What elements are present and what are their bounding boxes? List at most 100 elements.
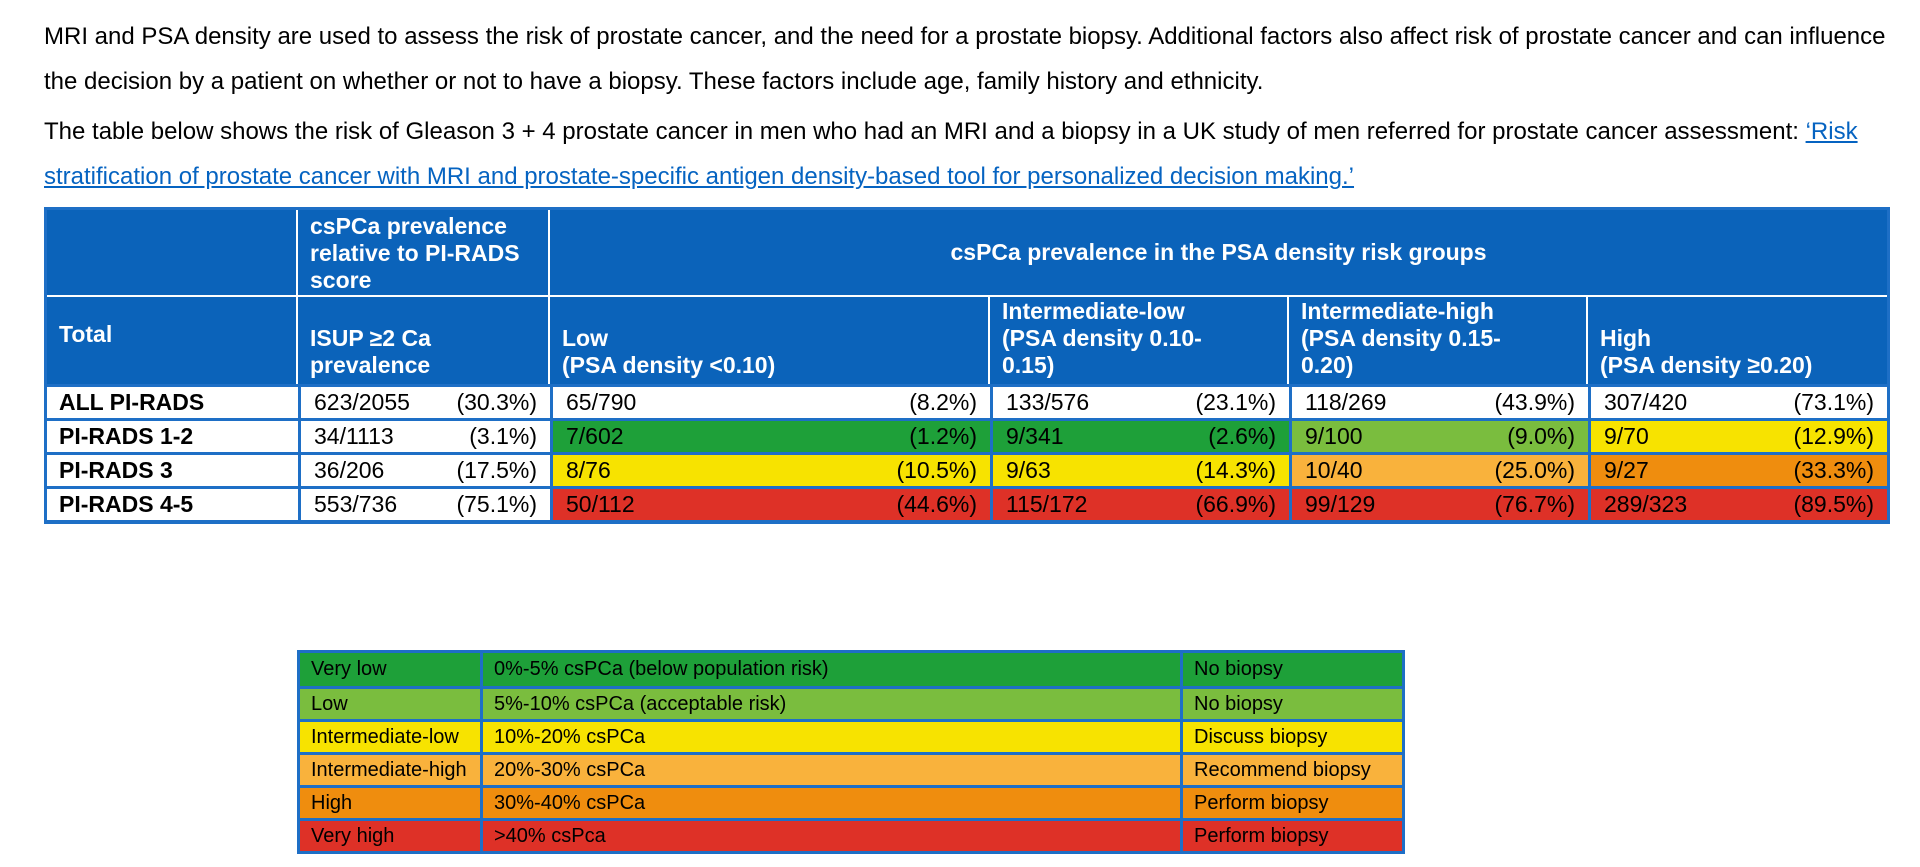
cell-fraction: 115/172	[1006, 491, 1088, 517]
cell-fraction: 7/602	[566, 423, 624, 449]
header-line: ISUP ≥2 Ca	[310, 325, 431, 351]
legend-row-very-low: Very low 0%-5% csPCa (below population r…	[300, 653, 1402, 686]
header-line: Intermediate-low	[1002, 298, 1185, 324]
risk-cell: 623/2055 (30.3%)	[298, 384, 550, 418]
risk-cell: 9/63 (14.3%)	[990, 452, 1289, 486]
legend-risk-range: 30%-40% csPCa	[480, 785, 1180, 818]
top-header-corner-cell	[47, 210, 298, 297]
risk-cell: 307/420 (73.1%)	[1588, 384, 1888, 418]
study-link[interactable]: ‘Risk stratification of prostate cancer …	[44, 118, 1858, 190]
cell-fraction: 9/341	[1006, 423, 1064, 449]
risk-cell: 9/341 (2.6%)	[990, 418, 1289, 452]
cell-percent: (1.2%)	[909, 423, 977, 449]
cell-fraction: 9/70	[1604, 423, 1649, 449]
cell-fraction: 289/323	[1604, 491, 1688, 517]
risk-legend-table: Very low 0%-5% csPCa (below population r…	[297, 650, 1405, 854]
header-line: prevalence	[310, 352, 431, 378]
cell-fraction: 9/63	[1006, 457, 1051, 483]
risk-row-pi-rads-1-2: PI-RADS 1-2 34/1113 (3.1%) 7/602 (1.2%) 9/…	[47, 418, 1888, 452]
cell-percent: (10.5%)	[896, 457, 977, 483]
risk-cell: 36/206 (17.5%)	[298, 452, 550, 486]
row-label: PI-RADS 3	[47, 452, 298, 486]
legend-action: Perform biopsy	[1180, 785, 1402, 818]
header-line: Intermediate-high	[1301, 298, 1494, 324]
cell-percent: (43.9%)	[1494, 389, 1575, 415]
cell-percent: (73.1%)	[1793, 389, 1875, 415]
cell-percent: (66.9%)	[1195, 491, 1276, 517]
row-label: PI-RADS 1-2	[47, 418, 298, 452]
col-header-low: Low (PSA density <0.10)	[550, 297, 990, 384]
risk-cell: 289/323 (89.5%)	[1588, 486, 1888, 520]
legend-action: No biopsy	[1180, 653, 1402, 686]
top-header-psa-density-groups: csPCa prevalence in the PSA density risk…	[550, 210, 1888, 297]
cell-fraction: 10/40	[1305, 457, 1363, 483]
legend-risk-level: Intermediate-high	[300, 752, 480, 785]
cell-percent: (89.5%)	[1793, 491, 1875, 517]
cell-percent: (23.1%)	[1195, 389, 1276, 415]
legend-row-very-high: Very high >40% csPca Perform biopsy	[300, 818, 1402, 851]
legend-risk-range: 5%-10% csPCa (acceptable risk)	[480, 686, 1180, 719]
cell-percent: (3.1%)	[469, 423, 537, 449]
risk-cell: 133/576 (23.1%)	[990, 384, 1289, 418]
cell-percent: (30.3%)	[456, 389, 537, 415]
risk-table: csPCa prevalence relative to PI-RADS sco…	[44, 207, 1891, 524]
legend-row-intermediate-low: Intermediate-low 10%-20% csPCa Discuss b…	[300, 719, 1402, 752]
legend-action: Perform biopsy	[1180, 818, 1402, 851]
legend-row-intermediate-high: Intermediate-high 20%-30% csPCa Recommen…	[300, 752, 1402, 785]
cell-fraction: 34/1113	[314, 423, 394, 449]
intro-paragraph-2: The table below shows the risk of Gleaso…	[44, 109, 1894, 199]
risk-cell: 9/27 (33.3%)	[1588, 452, 1888, 486]
legend-action: Recommend biopsy	[1180, 752, 1402, 785]
risk-table-top-header-row: csPCa prevalence relative to PI-RADS sco…	[47, 210, 1888, 297]
risk-cell: 99/129 (76.7%)	[1289, 486, 1588, 520]
legend-risk-level: Very low	[300, 653, 480, 686]
col-header-intermediate-high: Intermediate-high (PSA density 0.15- 0.2…	[1289, 297, 1588, 384]
header-line: (PSA density 0.10-	[1002, 325, 1202, 351]
col-header-high: High (PSA density ≥0.20)	[1588, 297, 1888, 384]
risk-cell: 7/602 (1.2%)	[550, 418, 990, 452]
cell-fraction: 133/576	[1006, 389, 1090, 415]
cell-fraction: 553/736	[314, 491, 398, 517]
row-label: ALL PI-RADS	[47, 384, 298, 418]
header-line: relative to PI-RADS	[310, 240, 520, 266]
cell-percent: (25.0%)	[1494, 457, 1575, 483]
cell-percent: (2.6%)	[1208, 423, 1276, 449]
risk-cell: 115/172 (66.9%)	[990, 486, 1289, 520]
legend-risk-range: 10%-20% csPCa	[480, 719, 1180, 752]
risk-cell: 10/40 (25.0%)	[1289, 452, 1588, 486]
header-line: score	[310, 267, 372, 293]
top-header-relative-prevalence: csPCa prevalence relative to PI-RADS sco…	[298, 210, 550, 297]
cell-fraction: 9/100	[1305, 423, 1363, 449]
cell-fraction: 307/420	[1604, 389, 1688, 415]
risk-row-pi-rads-4-5: PI-RADS 4-5 553/736 (75.1%) 50/112 (44.6%)…	[47, 486, 1888, 520]
header-line: 0.20)	[1301, 352, 1354, 378]
risk-cell: 553/736 (75.1%)	[298, 486, 550, 520]
legend-risk-level: Intermediate-low	[300, 719, 480, 752]
cell-percent: (44.6%)	[896, 491, 977, 517]
col-header-isup-prevalence: ISUP ≥2 Ca prevalence	[298, 297, 550, 384]
legend-risk-range: 0%-5% csPCa (below population risk)	[480, 653, 1180, 686]
cell-fraction: 623/2055	[314, 389, 410, 415]
header-line: 0.15)	[1002, 352, 1055, 378]
legend-row-low: Low 5%-10% csPCa (acceptable risk) No bi…	[300, 686, 1402, 719]
legend-risk-range: 20%-30% csPCa	[480, 752, 1180, 785]
risk-cell: 9/70 (12.9%)	[1588, 418, 1888, 452]
risk-table-column-header-row: Total ISUP ≥2 Ca prevalence Low (PSA den…	[47, 297, 1888, 384]
cell-fraction: 9/27	[1604, 457, 1649, 483]
col-header-total: Total	[47, 297, 298, 384]
risk-row-all-pi-rads: ALL PI-RADS 623/2055 (30.3%) 65/790 (8.2%)…	[47, 384, 1888, 418]
header-line: (PSA density <0.10)	[562, 352, 776, 378]
cell-percent: (75.1%)	[456, 491, 537, 517]
cell-fraction: 36/206	[314, 457, 385, 483]
header-line: Low	[562, 325, 608, 351]
cell-percent: (76.7%)	[1494, 491, 1575, 517]
risk-cell: 65/790 (8.2%)	[550, 384, 990, 418]
header-line: (PSA density 0.15-	[1301, 325, 1501, 351]
legend-risk-range: >40% csPca	[480, 818, 1180, 851]
legend-action: Discuss biopsy	[1180, 719, 1402, 752]
risk-cell: 50/112 (44.6%)	[550, 486, 990, 520]
cell-fraction: 8/76	[566, 457, 611, 483]
header-line: csPCa prevalence	[310, 213, 507, 239]
cell-fraction: 50/112	[566, 491, 635, 517]
